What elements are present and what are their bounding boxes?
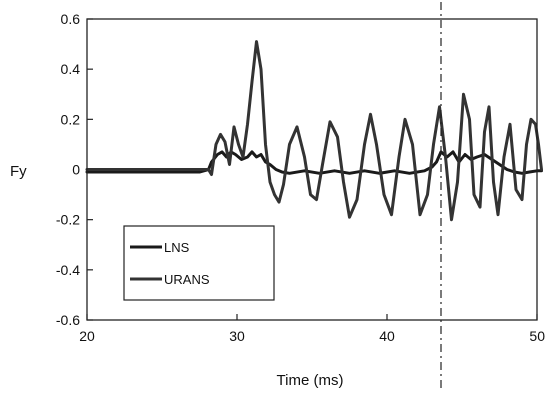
- x-tick-label: 50: [529, 328, 545, 344]
- y-tick-label: -0.4: [56, 262, 80, 278]
- x-tick-label: 20: [79, 328, 95, 344]
- legend-box: [123, 225, 275, 301]
- legend-label-urans: URANS: [164, 272, 210, 287]
- plot-area-frame: [86, 18, 538, 321]
- x-tick-layer: 20 30 40 50: [79, 314, 545, 344]
- y-tick-label: 0.4: [61, 61, 81, 77]
- x-tick-label: 40: [379, 328, 395, 344]
- y-tick-label: 0.6: [61, 11, 81, 27]
- y-tick-label: 0: [72, 162, 80, 178]
- y-axis-label: Fy: [10, 163, 27, 180]
- y-tick-label: -0.6: [56, 312, 80, 328]
- y-tick-label: -0.2: [56, 212, 80, 228]
- x-tick-label: 30: [229, 328, 245, 344]
- legend-label-lns: LNS: [164, 240, 190, 255]
- y-tick-label: 0.2: [61, 111, 81, 127]
- series-layer: [85, 40, 543, 222]
- x-axis-label: Time (ms): [277, 372, 344, 389]
- y-tick-layer: 0.6 0.4 0.2 0 -0.2 -0.4 -0.6: [56, 11, 93, 328]
- legend: LNS URANS: [123, 225, 275, 301]
- series-line-urans: [85, 40, 543, 222]
